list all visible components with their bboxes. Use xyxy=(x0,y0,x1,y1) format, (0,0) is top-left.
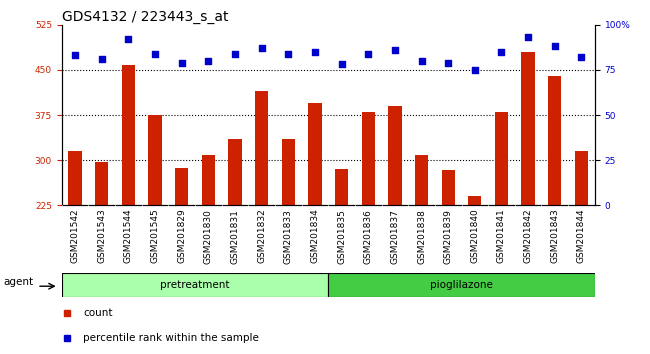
Bar xyxy=(175,168,188,341)
Point xyxy=(70,53,81,58)
Bar xyxy=(388,106,402,341)
Bar xyxy=(255,91,268,341)
Bar xyxy=(415,155,428,341)
Bar xyxy=(281,139,295,341)
Bar xyxy=(575,151,588,341)
Bar xyxy=(202,155,215,341)
Point xyxy=(443,60,454,65)
Text: GSM201832: GSM201832 xyxy=(257,209,266,263)
Point xyxy=(577,55,587,60)
Text: pioglilazone: pioglilazone xyxy=(430,280,493,290)
Bar xyxy=(441,170,455,341)
Text: GSM201839: GSM201839 xyxy=(444,209,452,264)
Bar xyxy=(495,112,508,341)
Text: GSM201830: GSM201830 xyxy=(204,209,213,264)
Bar xyxy=(328,273,595,297)
Point xyxy=(177,60,187,65)
Point xyxy=(363,51,373,57)
Text: GSM201840: GSM201840 xyxy=(471,209,479,263)
Text: GSM201835: GSM201835 xyxy=(337,209,346,264)
Point xyxy=(124,36,134,42)
Bar xyxy=(521,52,535,341)
Bar xyxy=(361,112,375,341)
Point xyxy=(390,47,400,53)
Bar xyxy=(148,115,162,341)
Point xyxy=(469,67,480,73)
Text: percentile rank within the sample: percentile rank within the sample xyxy=(83,333,259,343)
Text: GSM201838: GSM201838 xyxy=(417,209,426,264)
Text: GSM201831: GSM201831 xyxy=(231,209,239,264)
Bar xyxy=(68,151,82,341)
Point xyxy=(203,58,213,64)
Bar xyxy=(95,162,109,341)
Point xyxy=(230,51,240,57)
Text: GSM201829: GSM201829 xyxy=(177,209,186,263)
Text: GSM201844: GSM201844 xyxy=(577,209,586,263)
Point xyxy=(310,49,320,55)
Text: GSM201843: GSM201843 xyxy=(551,209,559,263)
Point xyxy=(150,51,161,57)
Text: count: count xyxy=(83,308,112,318)
Point xyxy=(523,35,533,40)
Text: GSM201842: GSM201842 xyxy=(524,209,532,263)
Bar xyxy=(548,76,562,341)
Point xyxy=(337,62,347,67)
Text: GSM201833: GSM201833 xyxy=(284,209,292,264)
Bar xyxy=(122,65,135,341)
Text: GSM201545: GSM201545 xyxy=(151,209,159,263)
Text: GSM201544: GSM201544 xyxy=(124,209,133,263)
Bar xyxy=(228,139,242,341)
Text: GSM201542: GSM201542 xyxy=(71,209,79,263)
Point xyxy=(96,56,107,62)
Text: agent: agent xyxy=(3,278,33,287)
Text: GSM201836: GSM201836 xyxy=(364,209,372,264)
Point xyxy=(283,51,294,57)
Bar xyxy=(468,196,482,341)
Text: GSM201837: GSM201837 xyxy=(391,209,399,264)
Point xyxy=(497,49,507,55)
Text: GDS4132 / 223443_s_at: GDS4132 / 223443_s_at xyxy=(62,10,228,24)
Point xyxy=(256,45,267,51)
Text: GSM201834: GSM201834 xyxy=(311,209,319,263)
Bar xyxy=(308,103,322,341)
Point xyxy=(550,44,560,49)
Point xyxy=(417,58,427,64)
Text: GSM201543: GSM201543 xyxy=(98,209,106,263)
Text: GSM201841: GSM201841 xyxy=(497,209,506,263)
Text: pretreatment: pretreatment xyxy=(161,280,229,290)
Bar xyxy=(335,169,348,341)
Bar xyxy=(62,273,328,297)
